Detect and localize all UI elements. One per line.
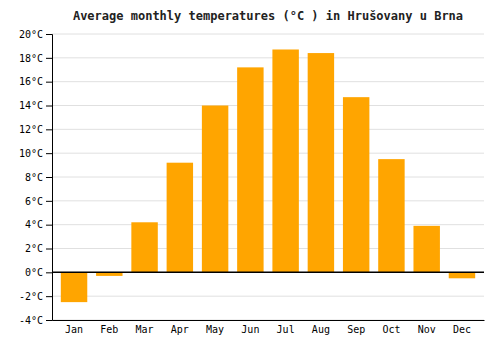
x-tick-label: Aug bbox=[312, 324, 330, 335]
y-tick: 10°C bbox=[19, 148, 52, 159]
grid-line bbox=[52, 224, 484, 225]
bar bbox=[237, 67, 263, 272]
plot: -4°C -2°C 0°C 2°C 4°C 6°C 8°C 10°C 12°C 14°C 16°C 1… bbox=[19, 29, 485, 335]
y-tick: -4°C bbox=[19, 315, 52, 326]
y-tick: 20°C bbox=[19, 29, 52, 40]
y-tick: 2°C bbox=[25, 243, 52, 254]
grid bbox=[52, 34, 484, 320]
zero-line bbox=[52, 272, 484, 274]
y-tick: 8°C bbox=[25, 172, 52, 183]
x-tick: Jun bbox=[241, 324, 259, 335]
bar bbox=[343, 97, 369, 272]
grid-line bbox=[52, 320, 484, 321]
bar bbox=[167, 163, 193, 273]
grid-line bbox=[52, 129, 484, 130]
grid-line bbox=[52, 105, 484, 106]
bar bbox=[61, 272, 87, 302]
y-tick: 4°C bbox=[25, 219, 52, 230]
y-tick-mark bbox=[46, 82, 52, 83]
x-tick-label: Feb bbox=[100, 324, 118, 335]
x-tick-label: May bbox=[206, 324, 224, 335]
y-tick-label: 8°C bbox=[25, 172, 43, 183]
y-tick: 18°C bbox=[19, 53, 52, 64]
bar bbox=[272, 49, 298, 272]
bar bbox=[378, 159, 404, 272]
x-tick: Apr bbox=[171, 324, 189, 335]
y-tick-mark bbox=[46, 296, 52, 297]
bar bbox=[308, 53, 334, 272]
x-tick-label: Mar bbox=[136, 324, 154, 335]
x-axis: Jan Feb Mar Apr May Jun Jul Aug Sep Oct Nov Dec bbox=[53, 321, 485, 336]
bar bbox=[202, 106, 228, 273]
y-tick-label: 6°C bbox=[25, 196, 43, 207]
y-tick-label: 10°C bbox=[19, 148, 43, 159]
y-tick-label: 12°C bbox=[19, 124, 43, 135]
y-axis: -4°C -2°C 0°C 2°C 4°C 6°C 8°C 10°C 12°C 14°C 16°C 1… bbox=[19, 29, 53, 326]
x-tick-label: Jun bbox=[241, 324, 259, 335]
x-tick: Nov bbox=[418, 324, 436, 335]
y-tick-mark bbox=[46, 58, 52, 59]
x-tick: Sep bbox=[347, 324, 365, 335]
y-tick: 0°C bbox=[25, 267, 52, 278]
y-tick-mark bbox=[46, 201, 52, 202]
x-tick-label: Jul bbox=[277, 324, 295, 335]
x-tick-label: Apr bbox=[171, 324, 189, 335]
x-tick: Dec bbox=[453, 324, 471, 335]
y-tick-label: 2°C bbox=[25, 243, 43, 254]
grid-line bbox=[52, 296, 484, 297]
y-tick-mark bbox=[46, 272, 52, 273]
y-tick-mark bbox=[46, 225, 52, 226]
x-tick-label: Oct bbox=[382, 324, 400, 335]
x-tick: Aug bbox=[312, 324, 330, 335]
x-tick-label: Sep bbox=[347, 324, 365, 335]
grid-line bbox=[52, 177, 484, 178]
y-tick-mark bbox=[46, 34, 52, 35]
x-tick: Feb bbox=[100, 324, 118, 335]
x-tick: Mar bbox=[136, 324, 154, 335]
y-tick-label: -2°C bbox=[19, 291, 43, 302]
x-tick-label: Jan bbox=[65, 324, 83, 335]
bar bbox=[131, 222, 157, 272]
y-tick-label: 4°C bbox=[25, 219, 43, 230]
title: Average monthly temperatures (°C ) in Hr… bbox=[73, 9, 463, 23]
grid-line bbox=[52, 81, 484, 82]
y-tick-mark bbox=[46, 249, 52, 250]
y-tick: 12°C bbox=[19, 124, 52, 135]
grid-line bbox=[52, 34, 484, 35]
x-tick: Jul bbox=[277, 324, 295, 335]
y-tick: 16°C bbox=[19, 76, 52, 87]
grid-line bbox=[52, 57, 484, 58]
bar bbox=[449, 272, 475, 278]
y-axis-line bbox=[46, 35, 53, 321]
y-tick-label: -4°C bbox=[19, 315, 43, 326]
y-tick-mark bbox=[46, 153, 52, 154]
grid-line bbox=[52, 272, 484, 273]
y-tick-mark bbox=[46, 106, 52, 107]
y-tick-mark bbox=[46, 177, 52, 178]
x-tick-label: Dec bbox=[453, 324, 471, 335]
x-tick: Jan bbox=[65, 324, 83, 335]
grid-line bbox=[52, 200, 484, 201]
y-tick-label: 20°C bbox=[19, 29, 43, 40]
y-tick-mark bbox=[46, 129, 52, 130]
y-tick-mark bbox=[46, 320, 52, 321]
x-tick-label: Nov bbox=[418, 324, 436, 335]
y-tick: 6°C bbox=[25, 196, 52, 207]
y-tick: -2°C bbox=[19, 291, 52, 302]
y-tick-label: 16°C bbox=[19, 76, 43, 87]
y-tick-label: 18°C bbox=[19, 53, 43, 64]
x-axis-line bbox=[53, 320, 485, 321]
chart: Average monthly temperatures (°C ) in Hr… bbox=[0, 0, 500, 350]
x-tick: Oct bbox=[382, 324, 400, 335]
bars bbox=[52, 49, 484, 302]
y-tick-label: 0°C bbox=[25, 267, 43, 278]
y-tick: 14°C bbox=[19, 100, 52, 111]
y-tick-label: 14°C bbox=[19, 100, 43, 111]
bar bbox=[413, 226, 439, 272]
grid-line bbox=[52, 153, 484, 154]
x-tick: May bbox=[206, 324, 224, 335]
